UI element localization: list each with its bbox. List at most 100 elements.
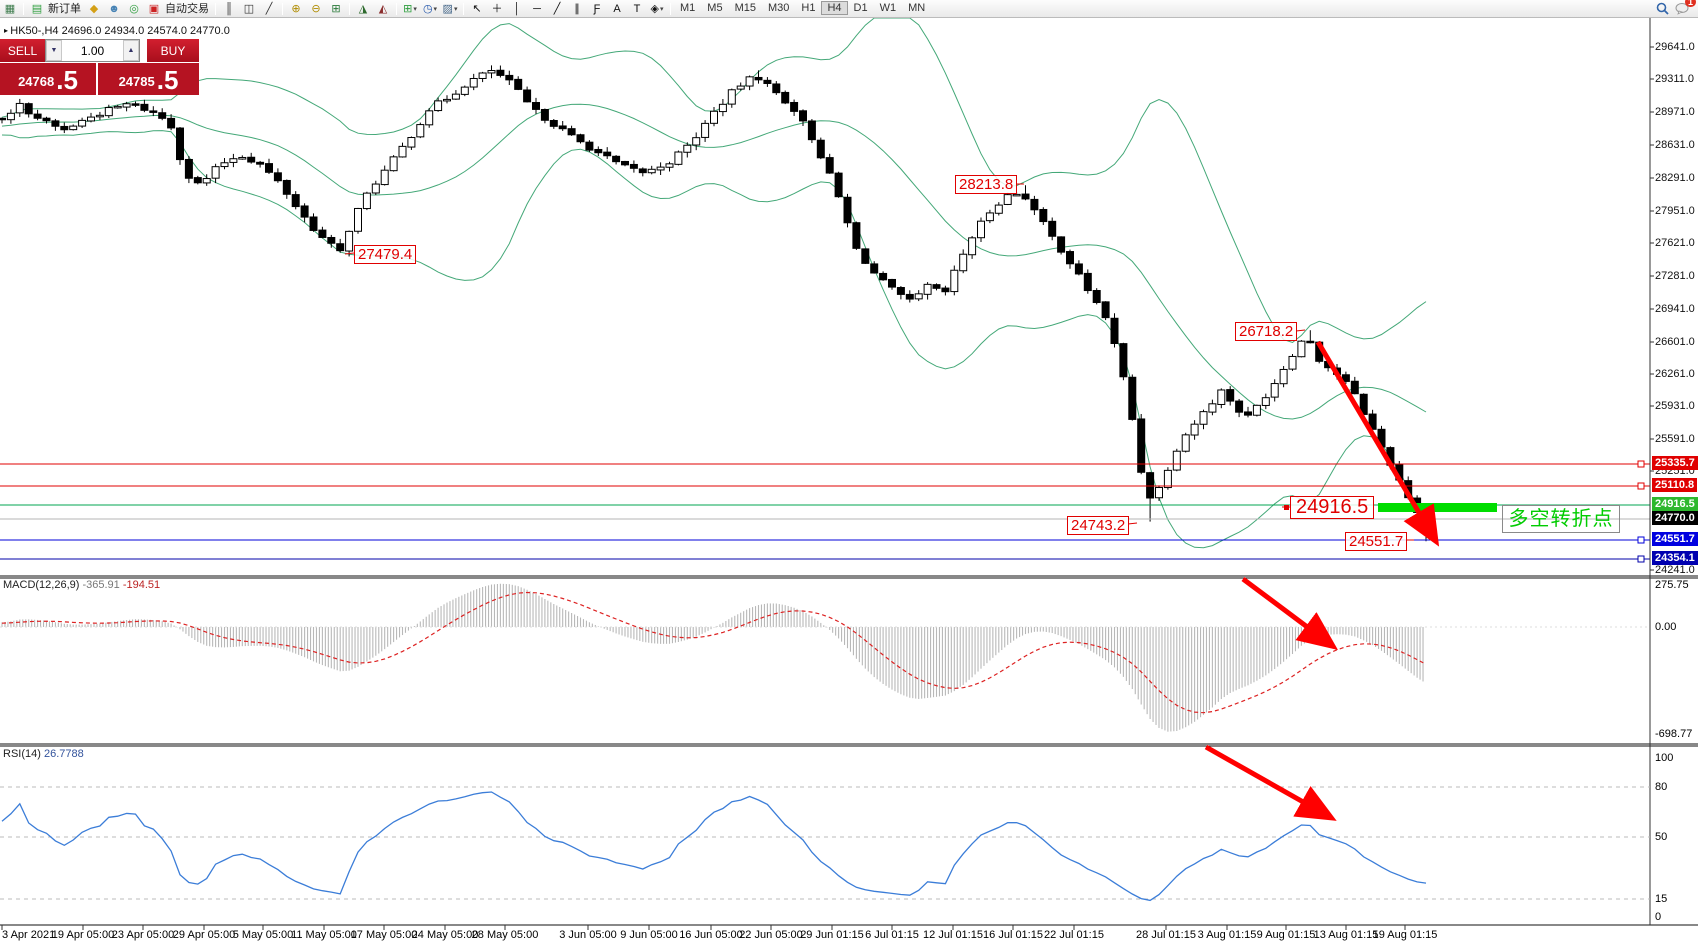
hline-handle[interactable]: [1637, 482, 1645, 490]
toolbar-separator: [670, 3, 671, 15]
new-order-label[interactable]: 新订单: [48, 3, 81, 15]
auto-trading-label[interactable]: 自动交易: [165, 3, 209, 15]
radar-icon[interactable]: ◎: [129, 3, 139, 15]
eraser-icon[interactable]: ◆: [89, 3, 99, 15]
time-axis-label: 22 Jun 05:00: [739, 929, 803, 941]
timeframe-h1[interactable]: H1: [801, 2, 816, 14]
sell-price[interactable]: 24768 .5: [0, 63, 96, 95]
hline-icon[interactable]: ─: [533, 3, 541, 15]
rsi-axis-tick: 80: [1655, 781, 1668, 793]
indicator-up-icon[interactable]: ◮: [358, 3, 368, 15]
bull-bear-turning-point-annotation[interactable]: 多空转折点: [1502, 505, 1620, 533]
timeframe-w1[interactable]: W1: [879, 2, 897, 14]
sell-price-pips: .5: [56, 65, 78, 95]
rsi-label: RSI(14) 26.7788: [3, 748, 84, 760]
timeframe-m5[interactable]: M5: [707, 2, 723, 14]
y-axis-tick: 26941.0: [1655, 303, 1695, 315]
timeframe-h4[interactable]: H4: [821, 1, 848, 15]
buy-button[interactable]: BUY: [147, 39, 199, 62]
y-axis-tick: 29311.0: [1655, 73, 1694, 85]
buy-price[interactable]: 24785 .5: [98, 63, 199, 95]
y-axis-tick: 28631.0: [1655, 139, 1695, 151]
chat-icon[interactable]: 1: [1673, 0, 1696, 16]
tile-windows-icon[interactable]: ⊞: [331, 3, 341, 15]
downtrend-arrow-main[interactable]: [1315, 340, 1440, 547]
hline-handle[interactable]: [1637, 555, 1645, 563]
candlestick-chart-icon[interactable]: ◫: [243, 3, 255, 15]
text-icon[interactable]: A: [613, 3, 621, 15]
y-axis-tick: 27951.0: [1655, 205, 1695, 217]
time-axis-label: 17 May 05:00: [350, 929, 418, 941]
y-axis-tick: 29641.0: [1655, 41, 1695, 53]
macd-signal-line: [1, 591, 1427, 714]
toolbar-separator: [282, 3, 283, 15]
downtrend-arrow-macd[interactable]: [1241, 576, 1339, 650]
price-callout[interactable]: 24551.7: [1345, 532, 1408, 551]
toolbar-right: 1: [1652, 0, 1696, 16]
period-clock-icon[interactable]: ◷ ▾: [422, 3, 438, 15]
indicator-down-icon[interactable]: ◭: [378, 3, 388, 15]
price-level-label: 25110.8: [1652, 478, 1698, 492]
downtrend-arrow-rsi[interactable]: [1204, 744, 1337, 821]
volume-input[interactable]: [62, 40, 123, 61]
toolbar: ▦ ▤ 新订单 ◆ ☻ ◎ ▣ 自动交易 ║ ◫ ╱ ⊕ ⊖ ⊞ ◮ ◭ ⊞ ▾ ◷ ▾ ▨ ▾ ↖ ＋ │ ─ ╱ ∥ Ƒ A T ◈ ▾ M…: [0, 0, 1698, 18]
time-axis-label: 3 Aug 01:15: [1197, 929, 1257, 941]
price-callout[interactable]: 26718.2: [1235, 322, 1298, 341]
time-axis-label: 12 Jul 01:15: [923, 929, 983, 941]
template-icon[interactable]: ▨ ▾: [442, 3, 458, 15]
volume-decrease-button[interactable]: ▼: [46, 40, 62, 61]
hline-handle[interactable]: [1637, 536, 1645, 544]
text-label-icon[interactable]: T: [633, 3, 641, 15]
fibonacci-icon[interactable]: Ƒ: [593, 3, 601, 15]
time-axis-label: 6 Jul 01:15: [865, 929, 919, 941]
time-axis-label: 28 May 05:00: [471, 929, 539, 941]
timeframe-m30[interactable]: M30: [767, 2, 790, 14]
price-level-label: 24770.0: [1652, 511, 1698, 525]
timeframe-m15[interactable]: M15: [734, 2, 756, 14]
bar-chart-icon[interactable]: ║: [225, 3, 233, 15]
timeframe-m1[interactable]: M1: [680, 2, 696, 14]
time-axis-label: 13 Aug 01:15: [1313, 929, 1379, 941]
timeframe-mn[interactable]: MN: [908, 2, 926, 14]
time-axis-label: 3 Jun 05:00: [559, 929, 617, 941]
price-callout[interactable]: 24743.2: [1067, 516, 1130, 535]
time-axis-label: 5 May 05:00: [232, 929, 294, 941]
timeframe-d1[interactable]: D1: [853, 2, 868, 14]
chart-window-icon[interactable]: ▦: [4, 3, 16, 15]
price-callout[interactable]: 24916.5: [1290, 496, 1375, 519]
bollinger-middle-band: [1, 103, 1427, 420]
y-axis-tick: 26601.0: [1655, 336, 1695, 348]
price-callout[interactable]: 27479.4: [354, 245, 417, 264]
cursor-icon[interactable]: ↖: [472, 3, 482, 15]
buy-price-main: 24785: [118, 74, 155, 89]
macd-axis-tick: 275.75: [1655, 579, 1689, 591]
vline-icon[interactable]: │: [513, 3, 521, 15]
search-icon[interactable]: [1653, 1, 1671, 16]
volume-increase-button[interactable]: ▲: [123, 40, 139, 61]
y-axis-tick: 26261.0: [1655, 368, 1695, 380]
time-axis-label: 11 May 05:00: [291, 929, 357, 941]
trendline-icon[interactable]: ╱: [553, 3, 561, 15]
zoom-in-icon[interactable]: ⊕: [291, 3, 301, 15]
channel-icon[interactable]: ∥: [574, 3, 580, 15]
zoom-out-icon[interactable]: ⊖: [311, 3, 321, 15]
macd-label: MACD(12,26,9) -365.91 -194.51: [3, 579, 161, 591]
hline-handle[interactable]: [1637, 460, 1645, 468]
add-indicator-icon[interactable]: ⊞ ▾: [403, 3, 417, 15]
candles-layer: [0, 65, 1430, 542]
sell-button[interactable]: SELL: [0, 39, 45, 62]
line-chart-icon[interactable]: ╱: [265, 3, 273, 15]
time-axis-label: 9 Jun 05:00: [620, 929, 678, 941]
price-callout[interactable]: 28213.8: [955, 175, 1018, 194]
time-axis-label: 19 Aug 01:15: [1372, 929, 1438, 941]
y-axis-tick: 24241.0: [1655, 564, 1695, 576]
time-axis-label: 16 Jul 01:15: [983, 929, 1043, 941]
rsi-axis-tick: 0: [1655, 911, 1662, 923]
new-order-icon[interactable]: ▤: [31, 3, 43, 15]
profile-icon[interactable]: ☻: [108, 3, 120, 15]
shapes-icon[interactable]: ◈ ▾: [650, 3, 664, 15]
support-highlight-bar[interactable]: [1378, 503, 1497, 512]
crosshair-icon[interactable]: ＋: [491, 3, 503, 15]
auto-trading-icon[interactable]: ▣: [148, 3, 160, 15]
